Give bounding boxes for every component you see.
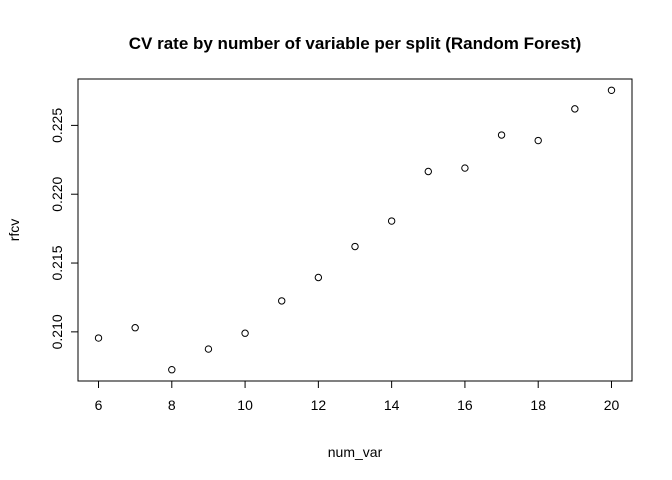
data-point xyxy=(607,86,616,94)
x-tick-label: 8 xyxy=(168,397,176,413)
data-point xyxy=(534,136,542,145)
data-point xyxy=(424,167,432,176)
x-axis: 6 8 10 12 14 16 18 20 xyxy=(95,380,620,413)
data-point xyxy=(204,345,213,353)
y-tick-label: 0.225 xyxy=(49,108,65,143)
x-axis-label: num_var xyxy=(328,444,383,460)
x-tick-label: 10 xyxy=(237,397,253,413)
x-tick-label: 12 xyxy=(311,397,327,413)
data-point xyxy=(278,297,286,305)
x-tick-label: 18 xyxy=(530,397,546,413)
data-point xyxy=(497,131,506,139)
chart-title: CV rate by number of variable per split … xyxy=(129,34,581,53)
y-tick-label: 0.215 xyxy=(49,245,65,280)
data-point xyxy=(241,329,249,337)
data-point xyxy=(461,164,469,172)
x-tick-label: 20 xyxy=(604,397,620,413)
y-axis-label: rfcv xyxy=(6,219,22,242)
data-point xyxy=(94,334,103,342)
x-tick-label: 14 xyxy=(384,397,400,413)
data-point xyxy=(351,242,359,251)
data-point xyxy=(314,273,323,282)
data-point xyxy=(168,366,176,374)
y-tick-label: 0.220 xyxy=(49,176,65,211)
y-axis: 0.210 0.215 0.220 0.225 xyxy=(49,108,79,349)
data-points xyxy=(94,86,616,374)
y-tick-label: 0.210 xyxy=(49,314,65,349)
x-tick-label: 16 xyxy=(457,397,473,413)
data-point xyxy=(571,105,579,113)
x-tick-label: 6 xyxy=(95,397,103,413)
data-point xyxy=(131,324,139,332)
data-point xyxy=(387,217,396,225)
plot-frame xyxy=(77,78,633,382)
